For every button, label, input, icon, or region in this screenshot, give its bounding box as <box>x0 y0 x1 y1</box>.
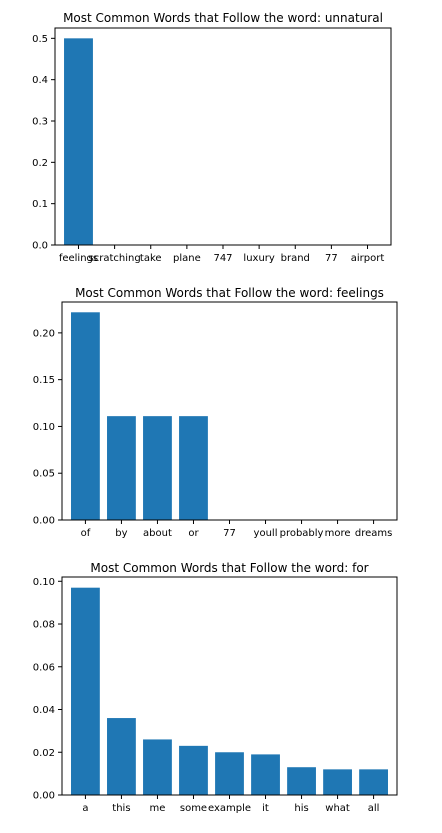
y-tick-label: 0.15 <box>33 375 55 386</box>
bar-example <box>215 752 244 795</box>
bar-this <box>107 718 136 795</box>
x-tick-label: take <box>140 253 162 264</box>
chart-title: Most Common Words that Follow the word: … <box>63 11 383 25</box>
x-tick-label: youll <box>254 528 278 539</box>
x-tick-label: more <box>325 528 351 539</box>
bar-by <box>107 416 136 520</box>
chart-panel-2: Most Common Words that Follow the word: … <box>33 286 398 539</box>
y-tick-label: 0.06 <box>33 662 55 673</box>
bar-or <box>179 416 208 520</box>
x-tick-label: a <box>82 803 88 814</box>
x-tick-label: luxury <box>243 253 274 264</box>
y-tick-label: 0.10 <box>33 422 55 433</box>
y-tick-label: 0.2 <box>32 158 48 169</box>
x-tick-label: 77 <box>325 253 338 264</box>
x-tick-label: what <box>325 803 350 814</box>
y-tick-label: 0.04 <box>33 705 55 716</box>
plot-frame <box>54 27 392 246</box>
x-tick-label: or <box>188 528 199 539</box>
x-tick-label: 747 <box>213 253 232 264</box>
y-tick-label: 0.00 <box>33 516 55 527</box>
chart-panel-3: Most Common Words that Follow the word: … <box>33 561 398 814</box>
bar-his <box>287 767 316 795</box>
y-tick-label: 0.5 <box>32 34 48 45</box>
x-tick-label: feelings <box>59 253 98 264</box>
x-tick-label: me <box>150 803 166 814</box>
chart-title: Most Common Words that Follow the word: … <box>90 561 368 575</box>
x-tick-label: 77 <box>223 528 236 539</box>
x-tick-label: his <box>294 803 308 814</box>
bar-of <box>71 312 100 520</box>
x-tick-label: example <box>208 803 251 814</box>
x-tick-label: plane <box>173 253 201 264</box>
bar-all <box>359 769 388 795</box>
x-tick-label: brand <box>281 253 310 264</box>
y-tick-label: 0.1 <box>32 199 48 210</box>
x-tick-label: scratching <box>89 253 141 264</box>
y-tick-label: 0.3 <box>32 117 48 128</box>
y-tick-label: 0.4 <box>32 75 48 86</box>
x-tick-label: airport <box>351 253 385 264</box>
y-tick-label: 0.00 <box>33 791 55 802</box>
x-tick-label: by <box>115 528 127 539</box>
bar-some <box>179 745 208 795</box>
x-tick-label: it <box>262 803 269 814</box>
bar-me <box>143 739 172 795</box>
bar-about <box>143 416 172 520</box>
y-tick-label: 0.02 <box>33 748 55 759</box>
y-tick-label: 0.08 <box>33 620 55 631</box>
x-tick-label: dreams <box>355 528 392 539</box>
x-tick-label: about <box>143 528 172 539</box>
y-tick-label: 0.05 <box>33 469 55 480</box>
x-tick-label: of <box>81 528 91 539</box>
x-tick-label: probably <box>280 528 324 539</box>
chart-title: Most Common Words that Follow the word: … <box>75 286 384 300</box>
y-tick-label: 0.20 <box>33 328 55 339</box>
x-tick-label: some <box>180 803 207 814</box>
bar-feelings <box>64 38 93 246</box>
bar-what <box>323 769 352 795</box>
y-tick-label: 0.10 <box>33 577 55 588</box>
y-tick-label: 0.0 <box>32 241 48 252</box>
chart-panel-1: Most Common Words that Follow the word: … <box>32 11 392 264</box>
x-tick-label: this <box>112 803 130 814</box>
bar-a <box>71 587 100 795</box>
bar-it <box>251 754 280 795</box>
x-tick-label: all <box>368 803 380 814</box>
